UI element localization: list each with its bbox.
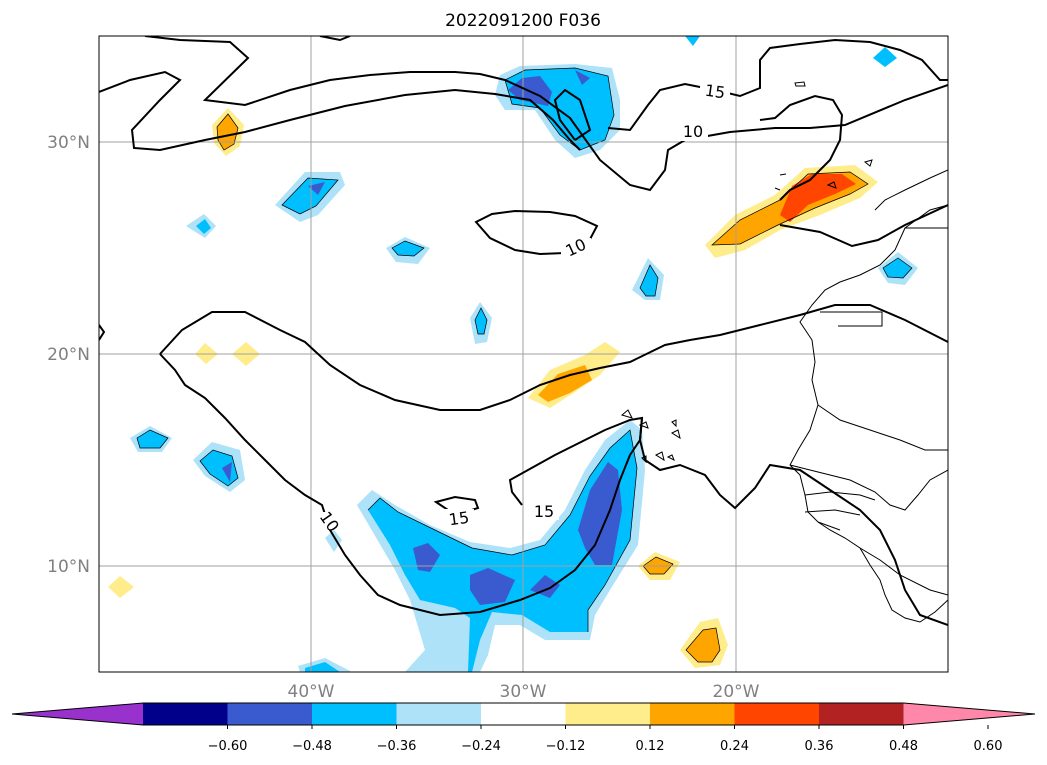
lat-label-20n: 20°N [47, 345, 90, 365]
colorbar-segment [312, 703, 397, 725]
colorbar-segment [227, 703, 313, 725]
shade-blue [685, 36, 700, 46]
coastlines [620, 81, 948, 623]
contour-labels: 15 10 10 10 15 15 [314, 81, 730, 536]
colorbar-tick-label: 0.48 [889, 739, 918, 754]
contour-label: 15 [534, 502, 554, 521]
lon-label-20w: 20°W [713, 682, 760, 702]
lat-label-30n: 30°N [47, 133, 90, 153]
shade-dark-blue [470, 568, 515, 605]
gridlines [99, 36, 948, 672]
shade-dark-blue [308, 182, 325, 195]
shade-light-blue [325, 530, 342, 552]
map-frame [98, 35, 949, 673]
colorbar-tick-label: 0.60 [974, 739, 1003, 754]
colorbar-tick-label: 0.12 [636, 739, 665, 754]
shaded-anomaly-fields [108, 36, 918, 672]
colorbar-extend-min [12, 703, 143, 725]
shade-orange [686, 628, 720, 662]
shade-blue [196, 219, 211, 234]
colorbar-segment [481, 703, 566, 725]
colorbar-tick-label: 0.24 [720, 739, 749, 754]
contour-label: 15 [704, 81, 727, 103]
shade-outline-contours [136, 67, 913, 663]
shade-dark-blue [578, 462, 622, 565]
shade-dark-blue [222, 462, 232, 482]
shade-dark-blue [575, 70, 590, 85]
colorbar-outline [11, 702, 1036, 726]
lon-label-30w: 30°W [500, 682, 547, 702]
colorbar-segment [396, 703, 482, 725]
shade-blue [392, 241, 424, 256]
colorbar-extend-max [903, 703, 1035, 725]
colorbar-segment [650, 703, 735, 725]
colorbar-segment [819, 703, 904, 725]
colorbar-tick-label: −0.36 [377, 739, 417, 754]
shade-orange [538, 365, 592, 402]
contour-label: 15 [448, 508, 471, 530]
shade-blue [873, 47, 897, 67]
shade-blue [137, 430, 168, 448]
colorbar-tick-label: 0.36 [805, 739, 834, 754]
lat-label-10n: 10°N [47, 557, 90, 577]
contour-label: 10 [683, 122, 703, 141]
colorbar-segment [143, 703, 228, 725]
shade-blue [368, 430, 637, 672]
lon-label-40w: 40°W [288, 682, 335, 702]
colorbar-tick-label: −0.60 [208, 739, 248, 754]
shade-blue [640, 265, 658, 296]
colorbar: −0.60 −0.48 −0.36 −0.24 −0.12 0.12 0.24 0.36 0.4… [11, 702, 1036, 754]
colorbar-tick-label: −0.24 [461, 739, 501, 754]
map-area: 15 10 10 10 15 15 [99, 36, 948, 672]
shade-dark-blue [413, 543, 440, 572]
colorbar-tick-label: −0.48 [292, 739, 332, 754]
main-contours [99, 36, 948, 626]
shade-light-yellow [108, 576, 134, 598]
colorbar-segment [734, 703, 820, 725]
shade-blue [305, 662, 340, 672]
colorbar-segment [565, 703, 651, 725]
figure-title: 2022091200 F036 [445, 11, 601, 31]
colorbar-tick-label: −0.12 [546, 739, 586, 754]
shade-blue [282, 178, 338, 214]
shade-orange [217, 114, 238, 150]
